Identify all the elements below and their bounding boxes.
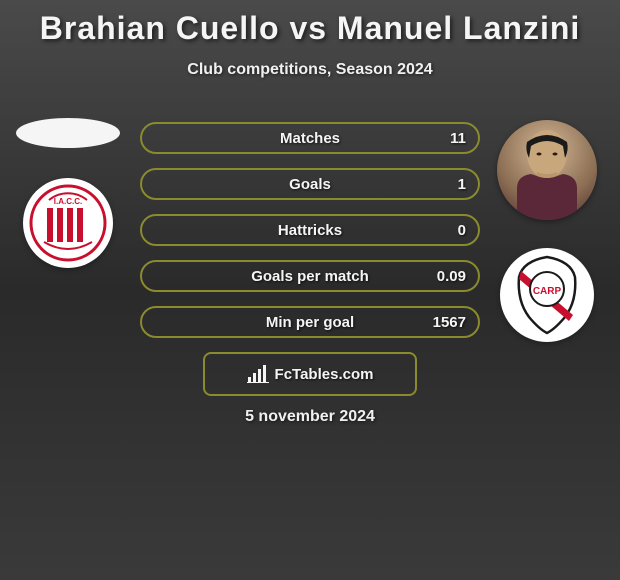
stat-row: Matches 11 (140, 122, 480, 154)
stat-row: Min per goal 1567 (140, 306, 480, 338)
svg-text:I.A.C.C.: I.A.C.C. (54, 197, 82, 206)
stat-label: Matches (280, 130, 340, 147)
source-label: FcTables.com (275, 366, 374, 383)
right-club-badge: CARP (500, 248, 594, 342)
river-plate-badge-icon: CARP (505, 253, 589, 337)
instituto-badge-icon: I.A.C.C. (29, 184, 107, 262)
stat-label: Goals per match (251, 268, 369, 285)
left-club-badge: I.A.C.C. (23, 178, 113, 268)
stat-row: Hattricks 0 (140, 214, 480, 246)
stat-value: 11 (450, 130, 466, 147)
left-player-placeholder (16, 118, 120, 148)
stat-value: 0 (458, 222, 466, 239)
page-title: Brahian Cuello vs Manuel Lanzini (0, 0, 620, 47)
stat-value: 0.09 (437, 268, 466, 285)
left-player-column: I.A.C.C. (8, 118, 128, 268)
stats-panel: Matches 11 Goals 1 Hattricks 0 Goals per match… (140, 122, 480, 352)
source-box: FcTables.com (203, 352, 417, 396)
right-player-column: CARP (492, 120, 602, 342)
stat-row: Goals per match 0.09 (140, 260, 480, 292)
svg-text:CARP: CARP (533, 286, 562, 297)
bar-chart-icon (247, 365, 269, 383)
right-player-photo (497, 120, 597, 220)
stat-value: 1567 (433, 314, 466, 331)
stat-label: Goals (289, 176, 331, 193)
player-silhouette-icon (497, 120, 597, 220)
stat-label: Min per goal (266, 314, 354, 331)
stat-row: Goals 1 (140, 168, 480, 200)
subtitle: Club competitions, Season 2024 (0, 61, 620, 79)
stat-label: Hattricks (278, 222, 342, 239)
date-label: 5 november 2024 (245, 408, 375, 426)
stat-value: 1 (458, 176, 466, 193)
